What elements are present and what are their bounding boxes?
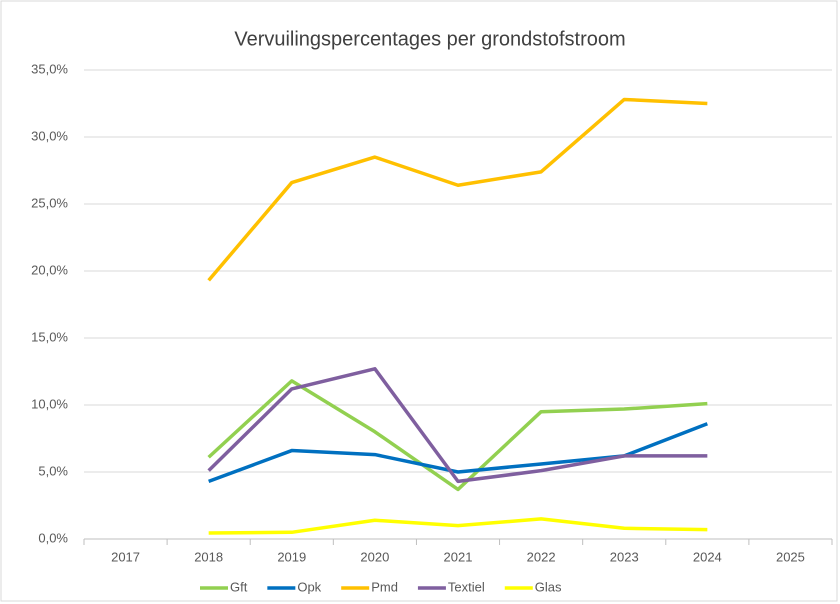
- series-line: [207, 379, 708, 492]
- x-tick-label: 2019: [277, 549, 306, 564]
- y-tick-label: 15,0%: [31, 329, 68, 344]
- y-tick-label: 10,0%: [31, 396, 68, 411]
- series-line: [207, 367, 708, 484]
- x-tick-label: 2023: [610, 549, 639, 564]
- x-tick-label: 2024: [693, 549, 722, 564]
- series-line: [208, 517, 708, 535]
- x-tick-label: 2020: [360, 549, 389, 564]
- y-tick-label: 35,0%: [31, 61, 68, 76]
- legend-label: Pmd: [371, 579, 398, 594]
- y-tick-label: 5,0%: [38, 463, 68, 478]
- legend-label: Gft: [230, 579, 248, 594]
- y-tick-label: 20,0%: [31, 262, 68, 277]
- x-tick-label: 2021: [444, 549, 473, 564]
- x-tick-label: 2025: [776, 549, 805, 564]
- y-tick-label: 0,0%: [38, 530, 68, 545]
- series-line: [207, 97, 708, 282]
- x-tick-label: 2022: [527, 549, 556, 564]
- legend-label: Glas: [535, 579, 562, 594]
- y-tick-label: 25,0%: [31, 195, 68, 210]
- chart-title: Vervuilingspercentages per grondstofstro…: [234, 28, 625, 50]
- legend-label: Opk: [297, 579, 321, 594]
- y-tick-label: 30,0%: [31, 128, 68, 143]
- x-tick-label: 2018: [194, 549, 223, 564]
- legend-label: Textiel: [448, 579, 485, 594]
- x-tick-label: 2017: [111, 549, 140, 564]
